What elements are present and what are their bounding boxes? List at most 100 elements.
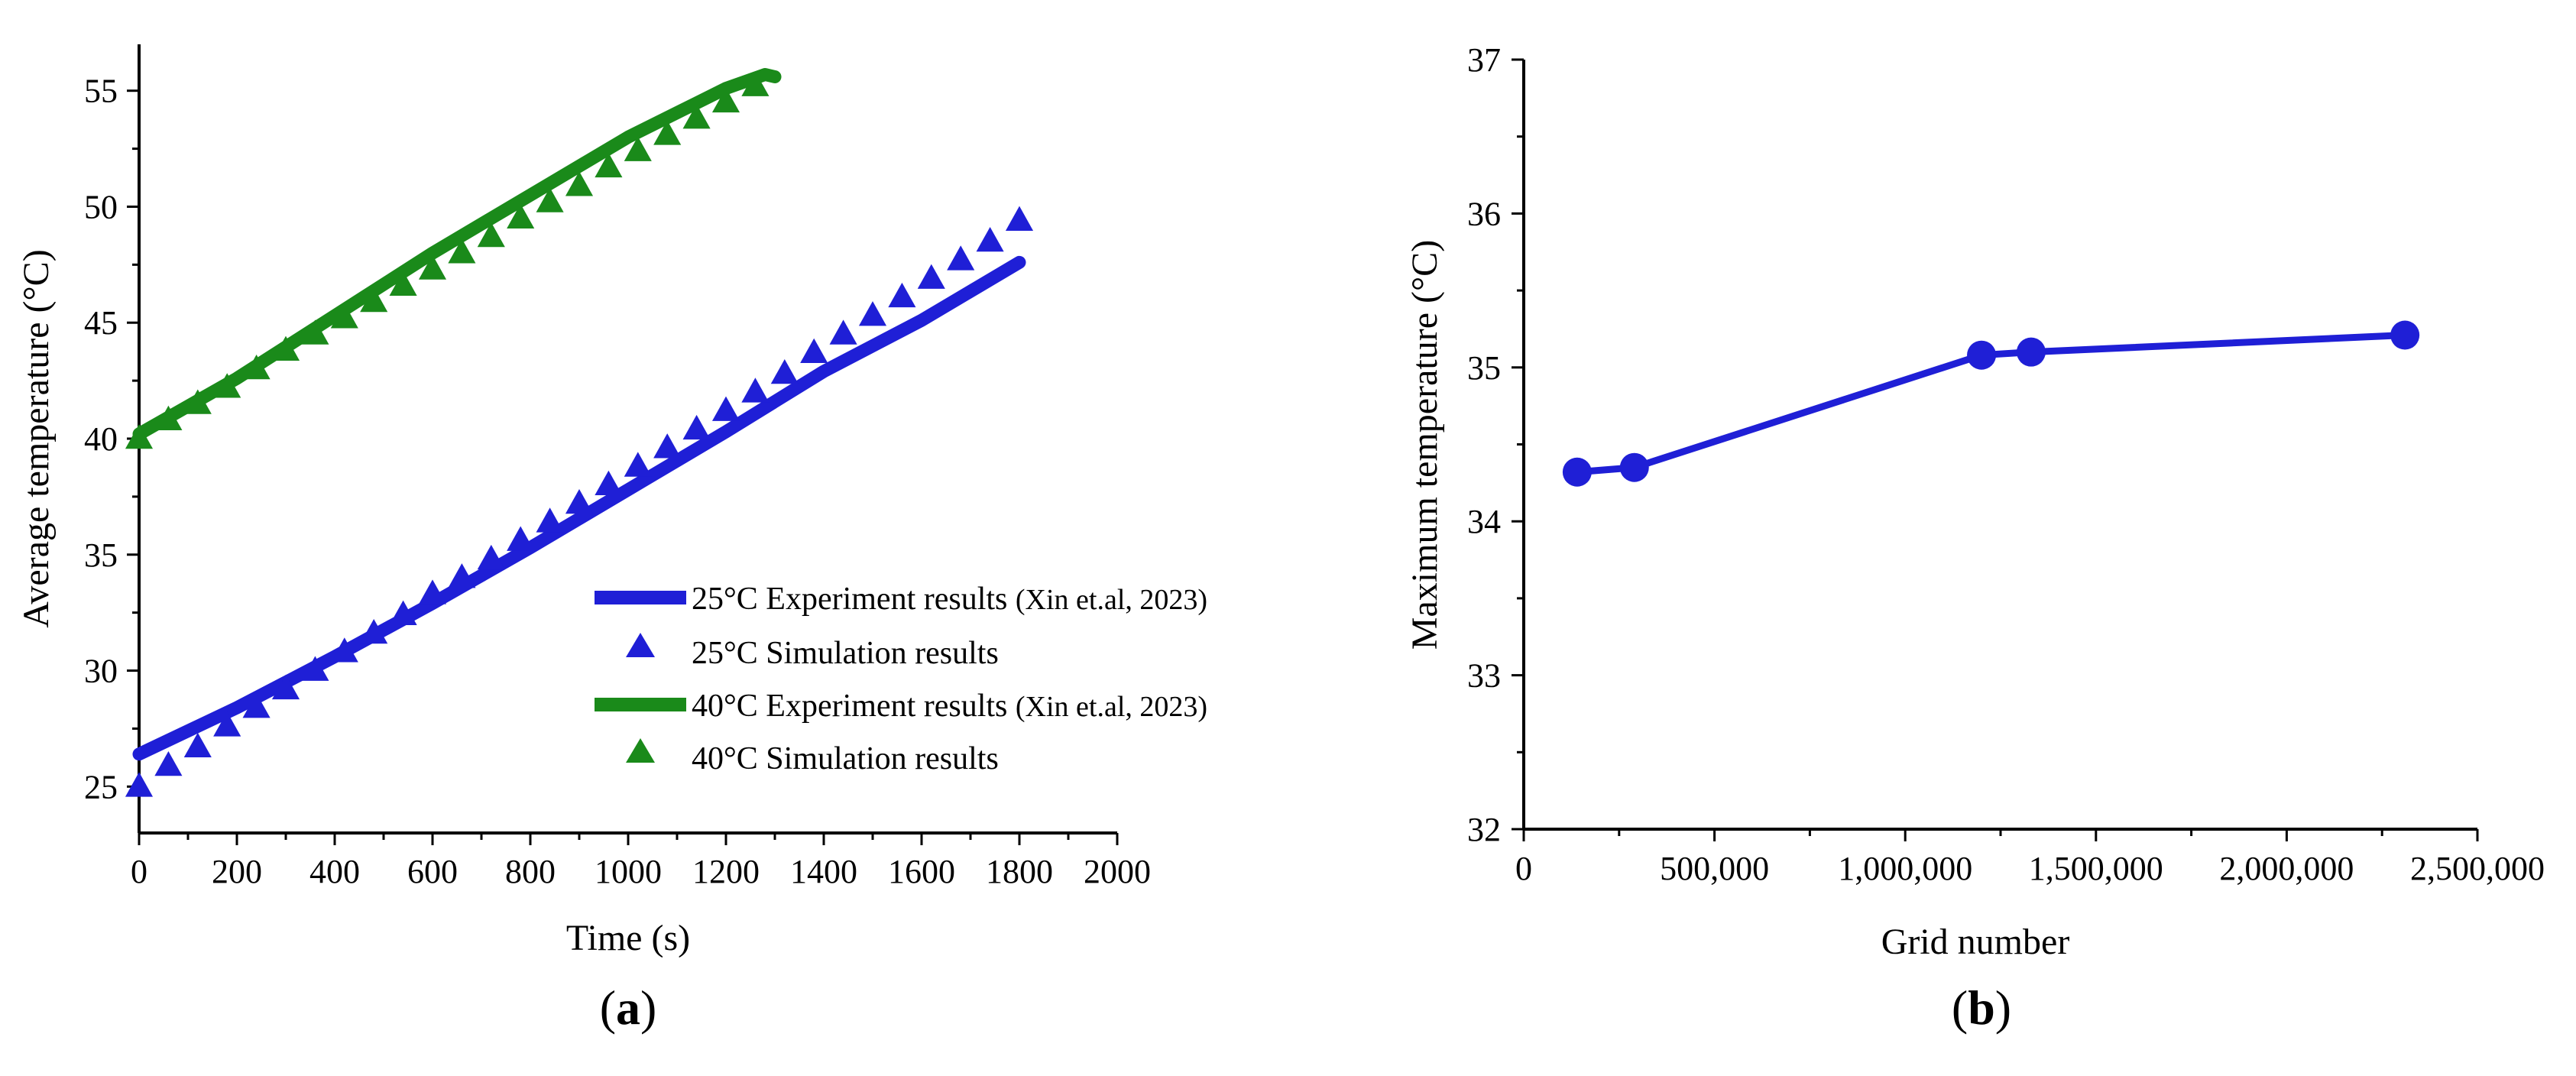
a-marker-3: [595, 152, 623, 178]
legend-label-25-sim: 25°C Simulation results: [692, 636, 999, 671]
b-x-tick-label: 500,000: [1660, 850, 1769, 887]
a-marker-3: [711, 87, 740, 113]
a-x-tick-label: 600: [407, 853, 458, 890]
b-y-tick-label: 37: [1467, 41, 1501, 79]
a-marker-1: [888, 282, 916, 308]
a-marker-1: [976, 227, 1004, 252]
a-marker-3: [477, 222, 505, 248]
b-x-tick-labels: 0 500,000 1,000,000 1,500,000 2,000,000 2,500…: [1515, 850, 2545, 887]
a-marker-1: [858, 301, 887, 326]
a-series: [125, 67, 1034, 797]
a-y-tick-label: 30: [84, 653, 118, 690]
a-marker-1: [770, 359, 799, 384]
b-x-tick-label: 2,000,000: [2219, 850, 2354, 887]
a-marker-1: [653, 433, 682, 459]
a-marker-1: [741, 378, 770, 403]
b-marker-0: [1619, 452, 1649, 482]
a-x-axis-title: Time (s): [566, 918, 690, 958]
a-marker-1: [595, 470, 623, 496]
a-marker-1: [330, 637, 358, 663]
a-marker-3: [741, 71, 770, 96]
b-y-tick-label: 33: [1467, 657, 1501, 695]
a-marker-3: [653, 120, 682, 145]
a-marker-1: [947, 245, 975, 271]
a-marker-1: [242, 693, 271, 718]
a-y-tick-labels: 25 30 35 40 45 50 55: [84, 73, 118, 806]
a-marker-1: [271, 674, 300, 700]
b-x-tick-label: 1,000,000: [1838, 850, 1972, 887]
a-marker-1: [711, 396, 740, 421]
a-marker-1: [448, 563, 476, 588]
a-marker-1: [477, 544, 505, 570]
b-series: [1562, 320, 2420, 487]
a-x-tick-label: 0: [131, 853, 147, 890]
legend-label-25-exp-citation: (Xin et.al, 2023): [1016, 584, 1207, 616]
a-marker-1: [183, 732, 212, 757]
legend-label-25-exp: 25°C Experiment results (Xin et.al, 2023…: [692, 582, 1207, 617]
legend-label-40-exp: 40°C Experiment results (Xin et.al, 2023…: [692, 689, 1207, 724]
a-marker-3: [242, 354, 271, 380]
a-y-tick-label: 45: [84, 304, 118, 342]
chart-b: 0 500,000 1,000,000 1,500,000 2,000,000 2,500…: [1405, 41, 2545, 1035]
a-marker-1: [507, 526, 535, 551]
a-x-tick-label: 2000: [1084, 853, 1151, 890]
a-x-tick-label: 1400: [790, 853, 857, 890]
b-axis-ticks: [1512, 58, 2479, 841]
b-marker-0: [2390, 320, 2420, 350]
a-y-tick-label: 35: [84, 536, 118, 574]
a-y-tick-label: 25: [84, 768, 118, 805]
a-x-tick-label: 800: [505, 853, 556, 890]
chart-a: 0 200 400 600 800 1000 1200 1400 1600 1800 2000 25…: [16, 44, 1207, 1035]
a-marker-3: [125, 424, 154, 449]
a-legend: 25°C Experiment results (Xin et.al, 2023…: [595, 582, 1207, 776]
a-marker-1: [125, 772, 154, 797]
b-y-tick-label: 32: [1467, 811, 1501, 848]
legend-label-40-exp-name: 40°C Experiment results: [692, 689, 1007, 724]
b-y-tick-label: 36: [1467, 195, 1501, 232]
legend-swatch-40-sim: [626, 738, 655, 763]
b-marker-0: [1967, 340, 1997, 370]
a-marker-3: [418, 254, 447, 280]
a-marker-3: [389, 271, 417, 296]
b-x-tick-label: 0: [1515, 850, 1532, 887]
a-x-tick-label: 1000: [595, 853, 662, 890]
a-x-tick-label: 400: [309, 853, 360, 890]
a-y-tick-label: 55: [84, 73, 118, 110]
a-marker-3: [624, 136, 652, 161]
a-marker-1: [301, 656, 329, 681]
a-marker-1: [154, 750, 183, 776]
a-x-tick-labels: 0 200 400 600 800 1000 1200 1400 1600 1800 2000: [131, 853, 1151, 890]
a-marker-3: [448, 238, 476, 264]
a-marker-1: [536, 507, 564, 533]
a-marker-1: [418, 579, 447, 604]
a-y-tick-label: 50: [84, 188, 118, 225]
a-marker-1: [917, 264, 945, 289]
b-y-tick-label: 35: [1467, 349, 1501, 387]
a-marker-3: [360, 287, 388, 313]
a-marker-1: [682, 414, 711, 440]
b-x-axis-title: Grid number: [1881, 922, 2070, 962]
a-marker-1: [829, 319, 857, 345]
a-marker-3: [507, 203, 535, 228]
legend-swatch-25-sim: [626, 633, 655, 657]
a-x-tick-label: 1600: [888, 853, 955, 890]
a-x-tick-label: 1800: [986, 853, 1053, 890]
b-y-tick-labels: 32 33 34 35 36 37: [1467, 41, 1501, 848]
panel-label-a: (a): [600, 980, 657, 1035]
a-marker-3: [271, 335, 300, 361]
b-marker-0: [2016, 337, 2046, 367]
a-marker-1: [360, 618, 388, 644]
a-y-tick-label: 40: [84, 420, 118, 458]
a-marker-1: [213, 711, 241, 737]
panel-letter-a: a: [616, 980, 640, 1035]
a-marker-1: [624, 452, 652, 477]
a-marker-3: [154, 405, 183, 431]
b-x-tick-label: 2,500,000: [2410, 850, 2545, 887]
legend-label-40-exp-citation: (Xin et.al, 2023): [1016, 691, 1207, 723]
panel-label-b: (b): [1952, 980, 2011, 1035]
a-marker-3: [213, 373, 241, 398]
panel-letter-b: b: [1968, 980, 1995, 1035]
a-marker-1: [800, 338, 828, 363]
a-x-tick-label: 1200: [692, 853, 760, 890]
